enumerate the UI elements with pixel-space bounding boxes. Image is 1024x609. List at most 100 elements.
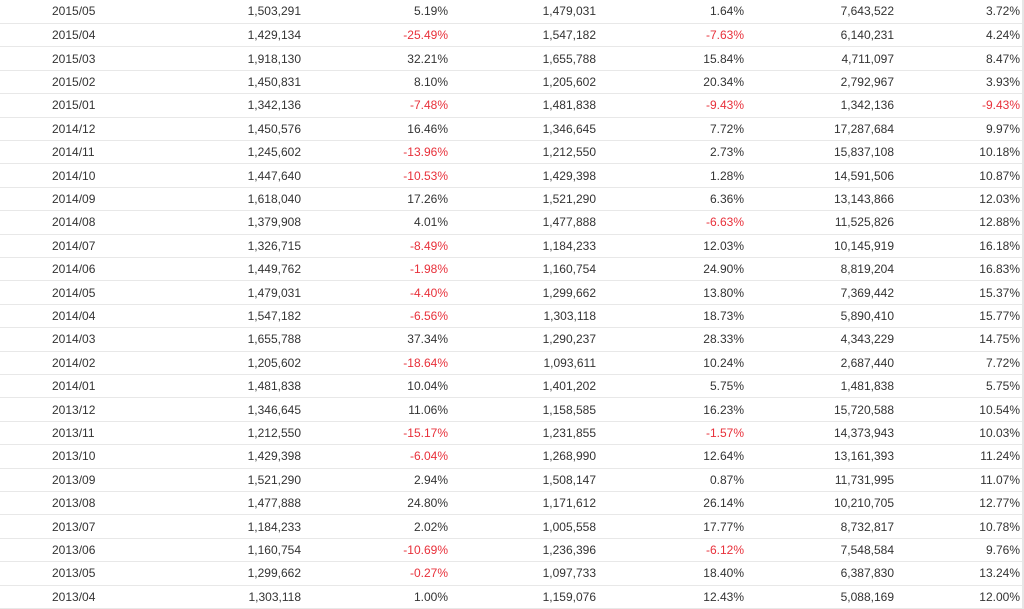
change-b-cell: 6.36% [596, 187, 744, 212]
cumulative-cell: 1,481,838 [744, 374, 894, 399]
table-row: 2014/02 1,205,602 -18.64% 1,093,611 10.24% 2,… [0, 351, 1022, 376]
change-b-cell: 10.24% [596, 351, 744, 376]
value-a-cell: 1,184,233 [150, 514, 301, 539]
cumulative-cell: 4,343,229 [744, 327, 894, 352]
month-cell: 2015/05 [0, 0, 150, 24]
change-b-cell: 2.73% [596, 140, 744, 165]
value-b-cell: 1,290,237 [448, 327, 596, 352]
table-row: 2014/09 1,618,040 17.26% 1,521,290 6.36% 13,1… [0, 187, 1022, 212]
change-a-cell: 10.04% [301, 374, 448, 399]
change-a-cell: -4.40% [301, 280, 448, 305]
value-b-cell: 1,547,182 [448, 23, 596, 48]
cumulative-change-cell: 16.18% [894, 234, 1022, 258]
cumulative-change-cell: 11.24% [894, 444, 1022, 469]
cumulative-change-cell: -9.43% [894, 93, 1022, 118]
change-a-cell: 17.26% [301, 187, 448, 212]
value-b-cell: 1,401,202 [448, 374, 596, 399]
change-a-cell: -18.64% [301, 351, 448, 376]
cumulative-cell: 13,143,866 [744, 187, 894, 212]
month-cell: 2014/12 [0, 117, 150, 141]
table-row: 2014/08 1,379,908 4.01% 1,477,888 -6.63% 11,5… [0, 210, 1022, 235]
cumulative-change-cell: 5.75% [894, 374, 1022, 399]
value-a-cell: 1,342,136 [150, 93, 301, 118]
value-b-cell: 1,299,662 [448, 280, 596, 305]
change-b-cell: -6.63% [596, 210, 744, 235]
change-a-cell: 16.46% [301, 117, 448, 141]
table-row: 2015/04 1,429,134 -25.49% 1,547,182 -7.63% 6,… [0, 23, 1022, 48]
change-b-cell: -1.57% [596, 421, 744, 446]
cumulative-cell: 17,287,684 [744, 117, 894, 141]
change-a-cell: -6.04% [301, 444, 448, 469]
cumulative-cell: 14,591,506 [744, 163, 894, 188]
cumulative-cell: 15,837,108 [744, 140, 894, 165]
month-cell: 2015/04 [0, 23, 150, 48]
value-a-cell: 1,479,031 [150, 280, 301, 305]
value-a-cell: 1,503,291 [150, 0, 301, 24]
value-a-cell: 1,160,754 [150, 538, 301, 563]
change-b-cell: 0.87% [596, 468, 744, 493]
change-b-cell: -7.63% [596, 23, 744, 48]
change-b-cell: 5.75% [596, 374, 744, 399]
cumulative-cell: 6,387,830 [744, 561, 894, 586]
table-row: 2014/05 1,479,031 -4.40% 1,299,662 13.80% 7,3… [0, 280, 1022, 305]
cumulative-change-cell: 12.00% [894, 585, 1022, 609]
change-a-cell: -25.49% [301, 23, 448, 48]
month-cell: 2013/05 [0, 561, 150, 586]
value-b-cell: 1,655,788 [448, 46, 596, 71]
value-a-cell: 1,326,715 [150, 234, 301, 258]
cumulative-change-cell: 12.88% [894, 210, 1022, 235]
cumulative-cell: 5,890,410 [744, 304, 894, 329]
cumulative-cell: 6,140,231 [744, 23, 894, 48]
cumulative-cell: 11,525,826 [744, 210, 894, 235]
month-cell: 2015/03 [0, 46, 150, 71]
value-a-cell: 1,205,602 [150, 351, 301, 376]
change-a-cell: -6.56% [301, 304, 448, 329]
value-a-cell: 1,429,398 [150, 444, 301, 469]
cumulative-change-cell: 15.37% [894, 280, 1022, 305]
value-b-cell: 1,303,118 [448, 304, 596, 329]
change-a-cell: -15.17% [301, 421, 448, 446]
value-b-cell: 1,159,076 [448, 585, 596, 609]
month-cell: 2015/01 [0, 93, 150, 118]
table-row: 2015/03 1,918,130 32.21% 1,655,788 15.84% 4,7… [0, 46, 1022, 71]
value-b-cell: 1,236,396 [448, 538, 596, 563]
change-b-cell: 7.72% [596, 117, 744, 141]
value-b-cell: 1,158,585 [448, 397, 596, 422]
value-a-cell: 1,449,762 [150, 257, 301, 282]
cumulative-cell: 8,819,204 [744, 257, 894, 282]
value-a-cell: 1,655,788 [150, 327, 301, 352]
cumulative-cell: 11,731,995 [744, 468, 894, 493]
table-row: 2014/11 1,245,602 -13.96% 1,212,550 2.73% 15,… [0, 140, 1022, 165]
cumulative-cell: 13,161,393 [744, 444, 894, 469]
value-b-cell: 1,097,733 [448, 561, 596, 586]
cumulative-cell: 7,369,442 [744, 280, 894, 305]
table-row: 2013/09 1,521,290 2.94% 1,508,147 0.87% 11,73… [0, 468, 1022, 493]
value-a-cell: 1,245,602 [150, 140, 301, 165]
month-cell: 2014/05 [0, 280, 150, 305]
value-a-cell: 1,429,134 [150, 23, 301, 48]
month-cell: 2014/03 [0, 327, 150, 352]
change-a-cell: -7.48% [301, 93, 448, 118]
value-a-cell: 1,379,908 [150, 210, 301, 235]
cumulative-change-cell: 4.24% [894, 23, 1022, 48]
table-row: 2013/11 1,212,550 -15.17% 1,231,855 -1.57% 14… [0, 421, 1022, 446]
cumulative-change-cell: 9.97% [894, 117, 1022, 141]
cumulative-change-cell: 12.77% [894, 491, 1022, 516]
cumulative-change-cell: 14.75% [894, 327, 1022, 352]
cumulative-change-cell: 12.03% [894, 187, 1022, 212]
month-cell: 2013/06 [0, 538, 150, 563]
change-b-cell: 26.14% [596, 491, 744, 516]
cumulative-change-cell: 11.07% [894, 468, 1022, 493]
change-a-cell: -8.49% [301, 234, 448, 258]
cumulative-change-cell: 10.78% [894, 514, 1022, 539]
scrollbar[interactable] [1022, 0, 1024, 609]
month-cell: 2013/04 [0, 585, 150, 609]
value-b-cell: 1,205,602 [448, 70, 596, 95]
value-b-cell: 1,479,031 [448, 0, 596, 24]
cumulative-change-cell: 7.72% [894, 351, 1022, 376]
cumulative-change-cell: 10.03% [894, 421, 1022, 446]
value-b-cell: 1,481,838 [448, 93, 596, 118]
value-b-cell: 1,212,550 [448, 140, 596, 165]
month-cell: 2013/08 [0, 491, 150, 516]
